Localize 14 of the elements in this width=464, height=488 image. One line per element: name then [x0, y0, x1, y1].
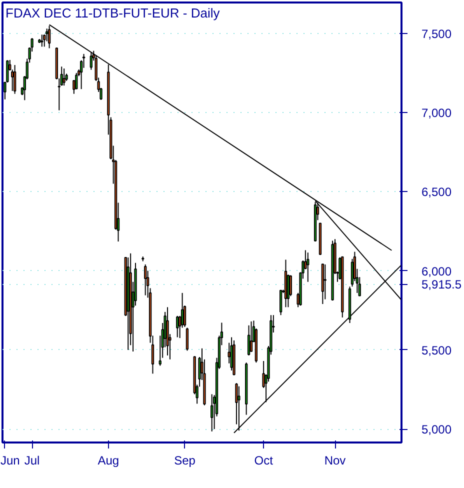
x-tick-label: Jul [24, 454, 40, 468]
x-tick-label: Jun [0, 454, 20, 468]
y-tick-label: 5,500 [422, 343, 452, 358]
x-tick-label: Nov [324, 454, 346, 468]
y-tick-label: 6,000 [422, 264, 452, 278]
y-tick-label: 5,000 [422, 422, 452, 437]
y-tick-label: 7,000 [422, 106, 452, 120]
y-tick-label: 7,500 [422, 26, 452, 41]
y-tick-label: 6,500 [422, 185, 452, 200]
chart-title: FDAX DEC 11-DTB-FUT-EUR - Daily [6, 6, 220, 20]
y-tick-label: 5,915.5 [422, 278, 462, 292]
x-tick-label: Sep [174, 454, 196, 468]
x-tick-label: Aug [98, 454, 120, 468]
x-tick-label: Oct [254, 454, 274, 468]
